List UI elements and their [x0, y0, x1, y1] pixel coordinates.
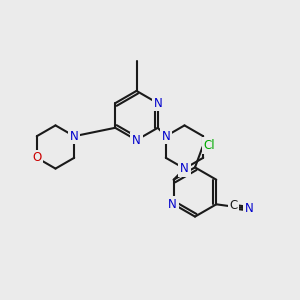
Text: N: N [132, 134, 141, 147]
Text: N: N [70, 130, 79, 143]
Text: N: N [161, 130, 170, 143]
Text: Cl: Cl [203, 139, 215, 152]
Text: N: N [168, 198, 177, 211]
Text: N: N [153, 97, 162, 110]
Text: O: O [32, 151, 41, 164]
Text: C: C [230, 199, 238, 212]
Text: N: N [180, 162, 189, 175]
Text: N: N [245, 202, 254, 215]
